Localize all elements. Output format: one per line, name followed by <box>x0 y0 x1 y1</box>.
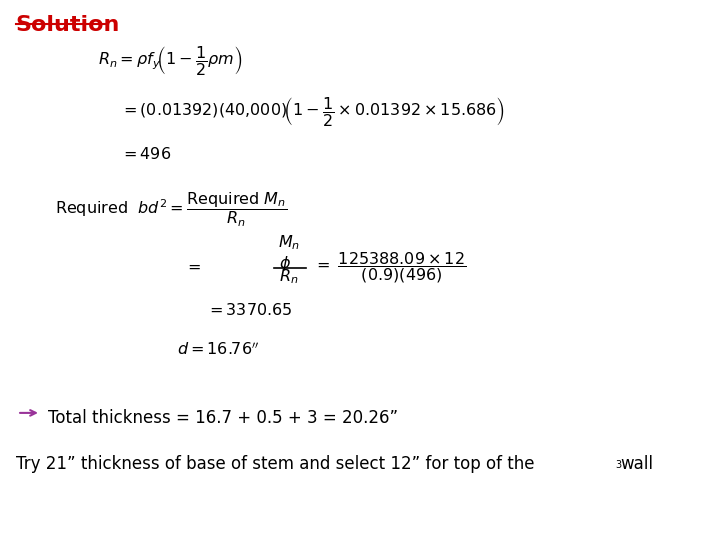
Text: $M_n$: $M_n$ <box>277 233 300 252</box>
Text: $\mathrm{Required}\ \ bd^2 = \dfrac{\mathrm{Required}\ M_n}{R_n}$: $\mathrm{Required}\ \ bd^2 = \dfrac{\mat… <box>55 191 287 229</box>
Text: Solution: Solution <box>16 15 120 35</box>
Text: Total thickness = 16.7 + 0.5 + 3 = 20.26”: Total thickness = 16.7 + 0.5 + 3 = 20.26… <box>48 409 398 427</box>
Text: wall: wall <box>621 455 653 474</box>
Text: $= 496$: $= 496$ <box>120 146 171 163</box>
Text: $^3$: $^3$ <box>615 459 622 473</box>
Text: $= 3370.65$: $= 3370.65$ <box>206 302 292 318</box>
Text: Try 21” thickness of base of stem and select 12” for top of the: Try 21” thickness of base of stem and se… <box>16 455 539 474</box>
Text: $= (0.01392)(40{,}000)\!\left(1-\dfrac{1}{2}\times 0.01392\times 15.686\right)$: $= (0.01392)(40{,}000)\!\left(1-\dfrac{1… <box>120 96 505 129</box>
Text: $R_n$: $R_n$ <box>279 267 298 286</box>
Text: $=$: $=$ <box>184 259 201 274</box>
Text: $d = 16.76''$: $d = 16.76''$ <box>177 341 260 358</box>
Text: $R_n = \rho f_y\!\left(1-\dfrac{1}{2}\rho m\right)$: $R_n = \rho f_y\!\left(1-\dfrac{1}{2}\rh… <box>98 44 243 77</box>
Text: $=\ \dfrac{125388.09\times 12}{(0.9)(496)}$: $=\ \dfrac{125388.09\times 12}{(0.9)(496… <box>313 249 467 285</box>
Text: $\phi$: $\phi$ <box>279 254 291 273</box>
